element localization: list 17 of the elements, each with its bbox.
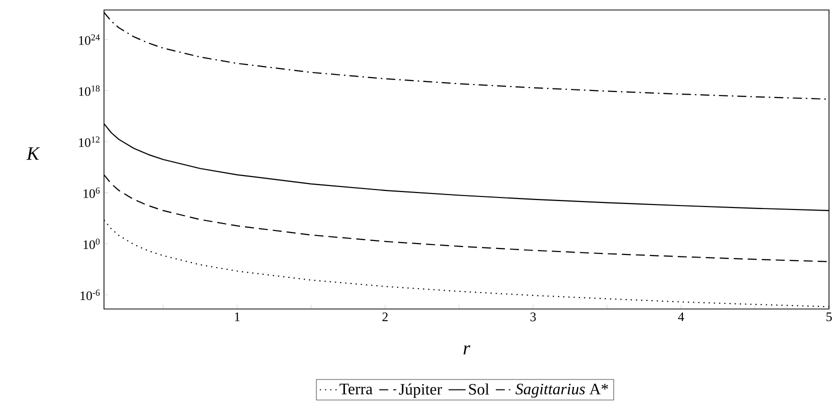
y-tick-label: 10$^{6}$ (84, 188, 100, 198)
y-tick-label: 10$^{0}$ (84, 238, 100, 250)
x-tick-label: 1 (235, 312, 240, 322)
x-tick-label: 2 (382, 312, 388, 322)
legend-label: Júpiter (399, 383, 442, 398)
legend-label: Sol (469, 383, 490, 395)
y-tick-label: 10$^{24}$ (79, 34, 100, 45)
legend-label: Sagittarius A* (516, 384, 608, 398)
y-axis-title: K (26, 147, 40, 160)
x-tick-label: 4 (678, 312, 684, 322)
x-tick-label: 3 (530, 312, 536, 322)
y-tick-label: 10$^{12}$ (79, 136, 100, 147)
x-axis-title: r (464, 345, 470, 354)
x-tick-label: 5 (826, 312, 832, 322)
y-tick-label: 10$^{-6}$ (80, 290, 100, 300)
y-tick-label: 10$^{18}$ (79, 85, 100, 96)
legend-label: Terra (340, 384, 373, 394)
